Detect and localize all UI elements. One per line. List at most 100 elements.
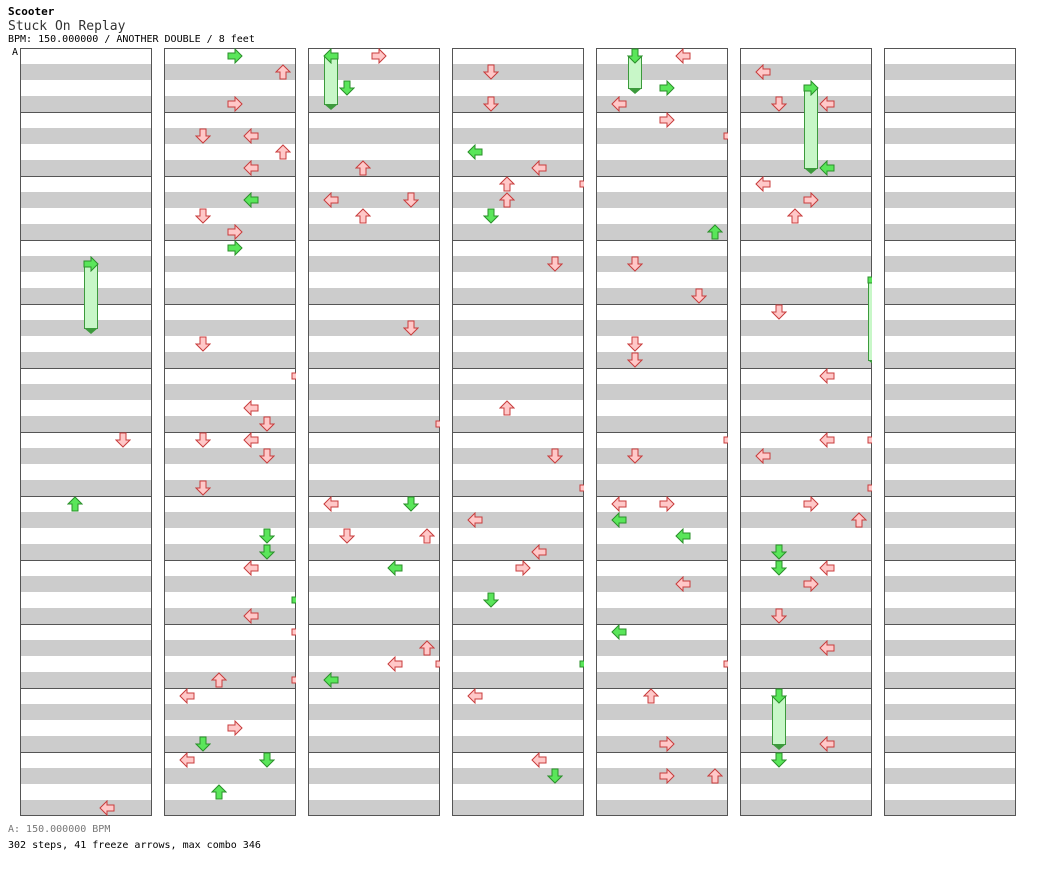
right-arrow-icon (291, 368, 296, 384)
bpm-marker-label: A (12, 47, 19, 58)
right-arrow-icon (867, 480, 872, 496)
freeze-arrow-tail (84, 328, 98, 334)
right-arrow-icon (227, 720, 243, 736)
measure-line (596, 752, 728, 753)
down-arrow-icon (339, 528, 355, 544)
left-arrow-icon (819, 560, 835, 576)
up-arrow-icon (643, 688, 659, 704)
right-arrow-icon (659, 768, 675, 784)
left-arrow-icon (243, 400, 259, 416)
down-arrow-icon (771, 304, 787, 320)
measure-line (740, 176, 872, 177)
freeze-arrow (868, 280, 872, 361)
right-arrow-icon (515, 560, 531, 576)
down-arrow-icon (115, 432, 131, 448)
up-arrow-icon (499, 176, 515, 192)
measure-line (20, 496, 152, 497)
chart-info: BPM: 150.000000 / ANOTHER DOUBLE / 8 fee… (8, 34, 255, 45)
down-arrow-icon (771, 688, 787, 704)
down-arrow-icon (691, 288, 707, 304)
left-arrow-icon (387, 656, 403, 672)
up-arrow-icon (211, 672, 227, 688)
measure-line (596, 112, 728, 113)
measure-line (596, 368, 728, 369)
measure-line (884, 432, 1016, 433)
measure-line (884, 176, 1016, 177)
left-arrow-icon (467, 144, 483, 160)
freeze-arrow-tail (804, 168, 818, 174)
left-arrow-icon (467, 688, 483, 704)
measure-line (884, 560, 1016, 561)
left-arrow-icon (531, 544, 547, 560)
measure-line (884, 240, 1016, 241)
down-arrow-icon (771, 752, 787, 768)
measure-line (740, 752, 872, 753)
down-arrow-icon (483, 208, 499, 224)
measure-line (20, 176, 152, 177)
measure-line (452, 624, 584, 625)
left-arrow-icon (819, 640, 835, 656)
measure-line (308, 112, 440, 113)
measure-line (308, 752, 440, 753)
down-arrow-icon (195, 736, 211, 752)
freeze-arrow-tail (772, 744, 786, 750)
measure-line (596, 496, 728, 497)
left-arrow-icon (675, 48, 691, 64)
right-arrow-icon (435, 656, 440, 672)
measure-line (596, 560, 728, 561)
down-arrow-icon (195, 128, 211, 144)
measure-line (164, 496, 296, 497)
freeze-arrow (84, 264, 98, 329)
measure-line (164, 432, 296, 433)
down-arrow-icon (259, 528, 275, 544)
down-arrow-icon (403, 192, 419, 208)
right-arrow-icon (291, 672, 296, 688)
down-arrow-icon (483, 64, 499, 80)
right-arrow-icon (723, 432, 728, 448)
song-title: Stuck On Replay (8, 19, 126, 34)
measure-line (740, 304, 872, 305)
left-arrow-icon (387, 560, 403, 576)
measure-line (452, 752, 584, 753)
down-arrow-icon (627, 352, 643, 368)
left-arrow-icon (819, 368, 835, 384)
right-arrow-icon (867, 432, 872, 448)
measure-line (308, 496, 440, 497)
measure-line (20, 432, 152, 433)
left-arrow-icon (243, 128, 259, 144)
measure-line (740, 240, 872, 241)
down-arrow-icon (195, 480, 211, 496)
up-arrow-icon (355, 160, 371, 176)
up-arrow-icon (499, 400, 515, 416)
left-arrow-icon (755, 64, 771, 80)
measure-line (164, 368, 296, 369)
measure-line (452, 368, 584, 369)
up-arrow-icon (787, 208, 803, 224)
right-arrow-icon (227, 224, 243, 240)
measure-line (308, 560, 440, 561)
measure-line (452, 240, 584, 241)
freeze-arrow-tail (868, 360, 872, 366)
left-arrow-icon (531, 160, 547, 176)
up-arrow-icon (355, 208, 371, 224)
measure-line (740, 496, 872, 497)
left-arrow-icon (323, 192, 339, 208)
measure-line (164, 560, 296, 561)
right-arrow-icon (803, 192, 819, 208)
left-arrow-icon (755, 448, 771, 464)
right-arrow-icon (227, 96, 243, 112)
measure-line (20, 624, 152, 625)
measure-line (308, 304, 440, 305)
measure-line (452, 432, 584, 433)
measure-line (164, 176, 296, 177)
measure-line (740, 368, 872, 369)
measure-line (20, 240, 152, 241)
measure-line (308, 240, 440, 241)
right-arrow-icon (227, 48, 243, 64)
measure-line (596, 688, 728, 689)
down-arrow-icon (259, 416, 275, 432)
right-arrow-icon (723, 656, 728, 672)
measure-line (740, 560, 872, 561)
up-arrow-icon (419, 528, 435, 544)
measure-line (452, 304, 584, 305)
